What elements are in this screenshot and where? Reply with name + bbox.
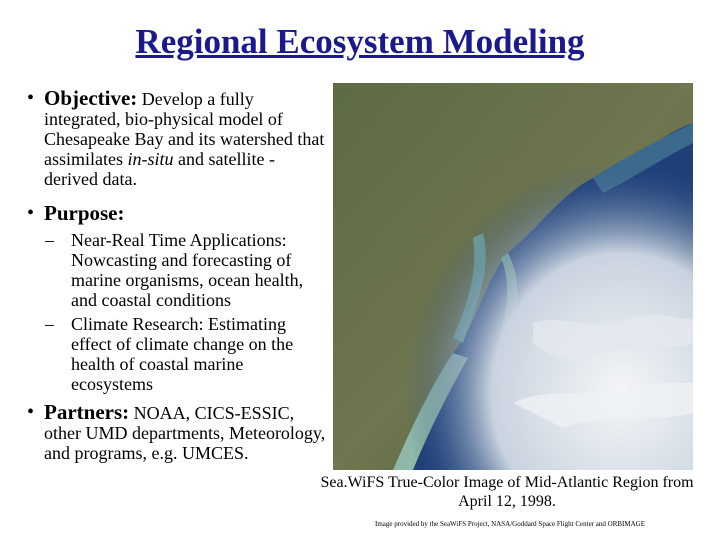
bullet: • Purpose: – Near-Real Time Applications:… — [27, 201, 320, 395]
bullet-text-italic: in-situ — [127, 149, 174, 169]
sub-bullet-text: Climate Research: Estimating effect of c… — [71, 314, 294, 394]
bullet: • Objective: Develop a fully integrated,… — [27, 86, 326, 190]
slide-title: Regional Ecosystem Modeling — [135, 22, 585, 61]
bullet-dot: • — [27, 401, 35, 423]
bullet-text: and satellite -derived data. — [44, 149, 275, 189]
bullet-label: Purpose: — [44, 201, 125, 225]
bullet-label: Objective: — [44, 86, 138, 110]
bullet-label: Partners: — [44, 400, 130, 424]
bullet-dot: • — [27, 202, 35, 224]
sub-bullet-text: Near-Real Time Applications: Nowcasting … — [71, 230, 304, 310]
bullet: • Partners: NOAA, CICS-ESSIC, other UMD … — [27, 400, 334, 464]
bullet-dot: • — [27, 87, 35, 109]
figure-credit: Image provided by the SeaWiFS Project, N… — [375, 520, 645, 528]
figure-caption: Sea.WiFS True-Color Image of Mid-Atlanti… — [320, 474, 694, 510]
sub-bullet: – Climate Research: Estimating effect of … — [45, 314, 294, 394]
bullet-text: Develop a fully integrated, bio-physical… — [44, 89, 325, 169]
sub-bullet: – Near-Real Time Applications: Nowcasting… — [45, 230, 304, 310]
satellite-image — [333, 83, 693, 470]
bullet-text: NOAA, CICS-ESSIC, other UMD departments,… — [44, 403, 326, 463]
